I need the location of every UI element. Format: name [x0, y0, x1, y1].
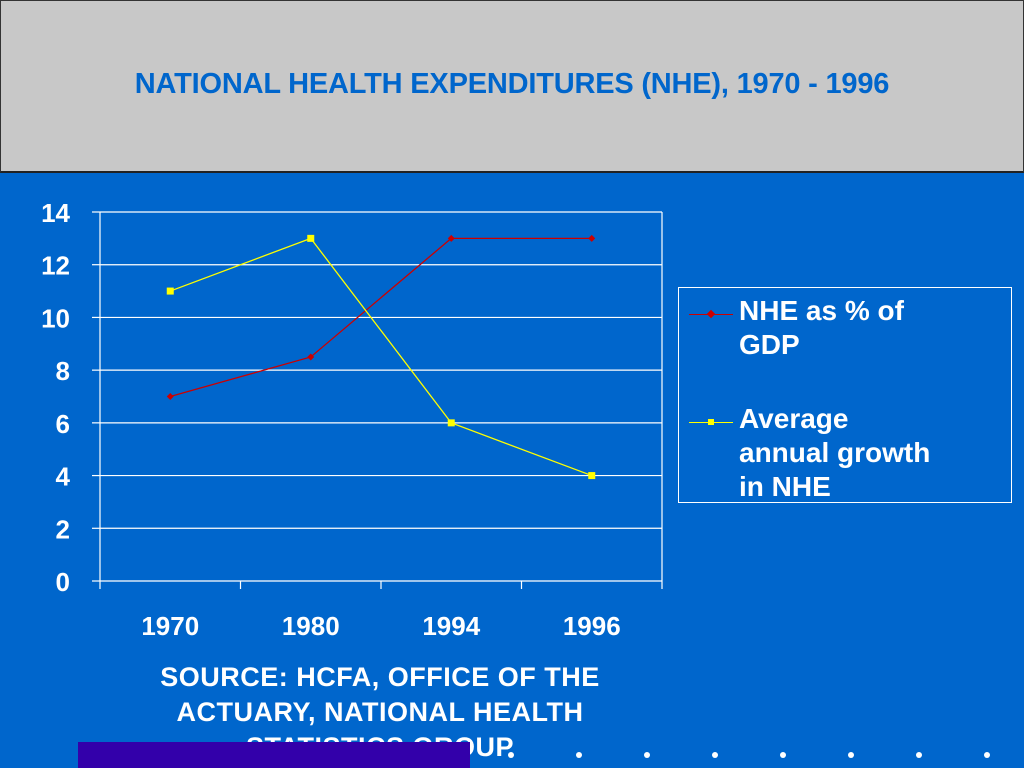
legend-marker-growth	[708, 419, 714, 425]
decorative-dot	[508, 752, 514, 758]
y-tick-label-4: 4	[56, 462, 71, 492]
decorative-bar	[78, 742, 470, 768]
legend-label-growth-line2: annual growth	[739, 437, 931, 468]
y-tick-label-6: 6	[56, 409, 70, 439]
legend-label-growth-line1: Average	[739, 403, 849, 434]
y-tick-label-14: 14	[41, 198, 70, 228]
legend-label-nhe-gdp-line2: GDP	[739, 329, 800, 360]
decorative-dot	[984, 752, 990, 758]
point-growth-1996	[588, 472, 596, 480]
legend-label-nhe-gdp-line1: NHE as % of	[739, 295, 904, 326]
series-line-growth	[170, 237, 592, 477]
decorative-dot	[848, 752, 854, 758]
x-tick-label-1970: 1970	[141, 611, 199, 641]
chart-legend: NHE as % of GDP Average annual growth in…	[678, 287, 1012, 503]
x-tick-label-1980: 1980	[282, 611, 340, 641]
series-lines	[166, 234, 596, 480]
y-tick-label-12: 12	[41, 251, 70, 281]
legend-label-growth: Average annual growth in NHE	[739, 402, 1009, 504]
decorative-dot	[576, 752, 582, 758]
y-tick-label-2: 2	[56, 514, 70, 544]
point-growth-1980	[307, 234, 315, 242]
series-line-nhe-gdp	[170, 237, 592, 398]
x-tick-label-1994: 1994	[422, 611, 480, 641]
source-line1: SOURCE: HCFA, OFFICE OF THE	[160, 662, 600, 692]
point-nhe-gdp-1996	[588, 234, 596, 242]
y-tick-label-0: 0	[56, 567, 70, 597]
point-nhe-gdp-1994	[447, 234, 455, 242]
title-banner	[0, 0, 1024, 173]
point-nhe-gdp-1970	[166, 393, 174, 400]
y-tick-label-8: 8	[56, 356, 70, 386]
decorative-dot	[644, 752, 650, 758]
legend-marker-nhe-gdp	[706, 309, 716, 319]
axes	[92, 211, 663, 589]
x-tick-label-1996: 1996	[563, 611, 621, 641]
source-line2: ACTUARY, NATIONAL HEALTH	[176, 697, 584, 727]
point-nhe-gdp-1980	[307, 353, 315, 361]
decorative-dot	[916, 752, 922, 758]
slide-title: NATIONAL HEALTH EXPENDITURES (NHE), 1970…	[134, 68, 890, 100]
point-growth-1994	[447, 419, 455, 427]
legend-label-nhe-gdp: NHE as % of GDP	[739, 294, 1009, 362]
y-tick-label-10: 10	[41, 303, 70, 333]
gridlines	[100, 211, 662, 529]
point-growth-1970	[166, 287, 174, 295]
decorative-dot	[712, 752, 718, 758]
x-tick-labels: 1970 1980 1994 1996	[141, 611, 620, 641]
y-tick-labels: 0 2 4 6 8 10 12 14	[41, 198, 70, 597]
legend-label-growth-line3: in NHE	[739, 471, 831, 502]
decorative-dot	[780, 752, 786, 758]
